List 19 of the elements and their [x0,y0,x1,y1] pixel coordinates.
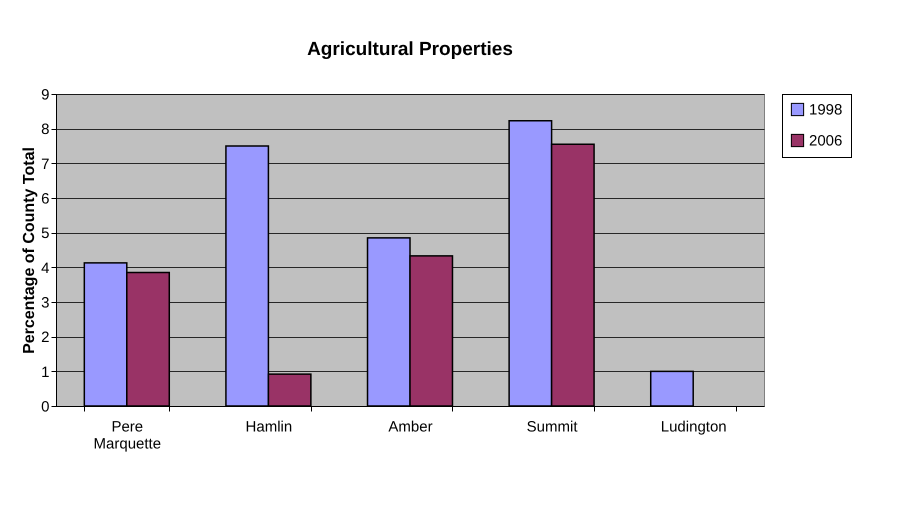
y-tick-label: 8 [41,121,50,138]
x-tick-label: Amber [388,418,433,436]
y-tick-label: 6 [41,190,50,208]
x-tick-label: Summit [526,418,578,436]
y-tick-label: 7 [41,156,50,173]
y-tick-label: 9 [41,86,50,104]
y-tick-label: 0 [41,398,50,416]
x-tick-label: Ludington [660,418,727,436]
y-tick-label: 4 [41,260,50,277]
x-tick-label: Pere Marquette [94,418,162,452]
x-tick-label: Hamlin [246,418,292,436]
legend-label: 2006 [809,132,842,150]
chart-title: Agricultural Properties [307,39,513,60]
legend-label: 1998 [809,102,842,118]
y-axis-title: Percentage of County Total [21,147,38,354]
y-tick-label: 1 [41,364,50,381]
y-tick-label: 3 [41,294,50,312]
y-tick-label: 2 [41,329,50,346]
y-tick-label: 5 [41,225,50,242]
